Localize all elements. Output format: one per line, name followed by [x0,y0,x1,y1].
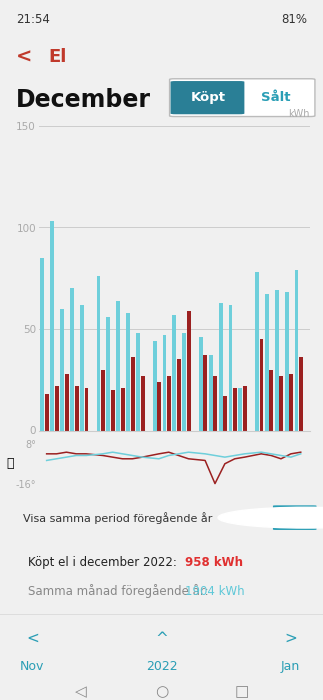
Bar [85,388,89,430]
Bar [65,374,69,430]
Bar [121,388,125,430]
Bar [172,315,176,430]
Bar [131,358,135,430]
Text: kWh: kWh [288,109,310,119]
Bar [177,360,181,430]
Bar [167,376,171,430]
Bar [187,311,191,430]
Bar [60,309,64,430]
Bar [219,302,223,430]
Bar [299,358,303,430]
Bar [136,333,140,430]
FancyBboxPatch shape [171,81,245,114]
Bar [70,288,74,430]
Bar [289,374,293,430]
Text: <: < [26,631,39,646]
Text: Jan: Jan [281,660,300,673]
FancyBboxPatch shape [170,79,315,116]
Legend: 2021, 2022: 2021, 2022 [207,463,310,482]
Bar [260,339,264,430]
Bar [233,388,237,430]
Bar [141,376,144,430]
Circle shape [218,508,323,528]
Text: Samma månad föregående år:: Samma månad föregående år: [28,584,212,598]
Text: ○: ○ [155,685,168,699]
Text: ◁: ◁ [75,685,87,699]
Text: Sålt: Sålt [261,91,291,104]
Bar [111,390,115,430]
Text: 81%: 81% [281,13,307,26]
Bar [213,376,217,430]
Text: ^: ^ [155,631,168,646]
Bar [153,341,157,430]
Bar [295,270,298,430]
Bar [182,333,186,430]
Bar [229,304,233,430]
Text: 2022: 2022 [146,660,177,673]
Text: Nov: Nov [20,660,45,673]
Text: Köpt: Köpt [191,91,226,104]
Bar [80,304,84,430]
Bar [243,386,247,430]
Bar [55,386,59,430]
Bar [265,295,269,430]
Text: >: > [284,631,297,646]
Text: 1904 kWh: 1904 kWh [185,584,245,598]
Bar [199,337,203,430]
Text: □: □ [235,685,249,699]
Bar [97,276,100,430]
Bar [45,394,49,430]
Bar [50,221,54,430]
Text: 21:54: 21:54 [16,13,50,26]
Bar [126,313,130,430]
Bar [255,272,259,430]
Text: El: El [48,48,67,66]
Text: Köpt el i december 2022:: Köpt el i december 2022: [28,556,181,569]
Bar [75,386,78,430]
Bar [107,317,110,430]
Bar [209,356,213,430]
Bar [162,335,166,430]
Bar [275,290,279,430]
Text: December: December [16,88,151,112]
Bar [269,370,273,430]
Text: 958 kWh: 958 kWh [185,556,243,569]
Bar [223,396,227,430]
Text: Visa samma period föregående år: Visa samma period föregående år [23,512,212,524]
FancyBboxPatch shape [273,505,317,530]
Bar [285,293,289,430]
Bar [157,382,161,430]
Bar [203,356,207,430]
Text: <: < [16,47,33,66]
Bar [40,258,44,430]
Bar [238,388,242,430]
Bar [116,300,120,430]
Text: 🌡: 🌡 [6,457,14,470]
Bar [279,376,283,430]
Bar [101,370,105,430]
